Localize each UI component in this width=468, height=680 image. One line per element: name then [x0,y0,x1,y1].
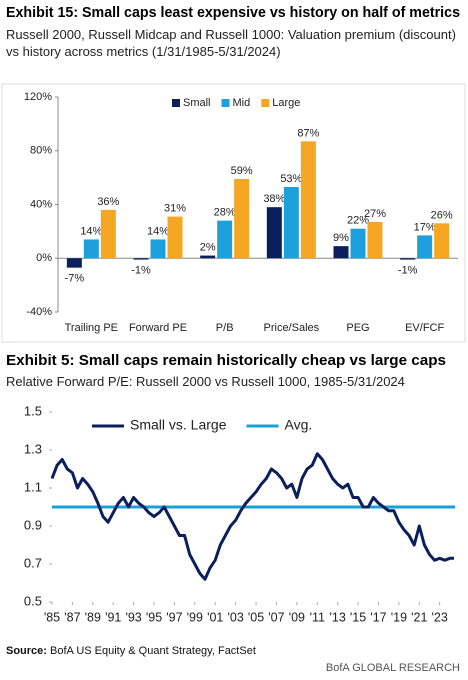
x-tick-label: '11 [310,610,325,624]
y-tick-label: 120% [24,91,52,103]
data-label: 26% [431,209,453,221]
bar [217,220,233,259]
data-label: 27% [364,208,386,220]
x-tick-label: EV/FCF [405,322,444,334]
data-label: -7% [65,273,85,285]
legend-swatch [221,99,230,107]
x-tick-label: PEG [346,322,369,334]
x-tick-label: '01 [207,610,223,624]
brand: BofA GLOBAL RESEARCH [325,662,460,674]
bar [66,258,82,268]
bar [350,228,366,259]
x-tick-label: '97 [166,610,182,624]
y-tick-label: 0.5 [24,593,42,608]
x-tick-label: '09 [289,610,305,624]
data-label: 87% [297,127,319,139]
y-tick-label: 1.5 [24,403,42,418]
data-label: 17% [414,221,436,233]
x-tick-label: Price/Sales [264,322,320,334]
y-tick-label: 1.1 [24,479,42,494]
y-tick-label: 0.7 [24,555,42,570]
bar [417,235,433,259]
bar [100,209,116,259]
legend-label: Large [272,97,300,109]
data-label: 22% [347,215,369,227]
chart: 0.5 0.7 0.9 1.1 1.3 1.5 '85 '87 '89 '91 '93 '95 '97 '… [24,403,455,624]
y-tick-label: -40% [26,306,52,318]
x-tick-label: '95 [146,610,162,624]
chart-title: Exhibit 15: Small caps least expensive v… [6,4,460,21]
x-tick-label: '05 [248,610,264,624]
source-text: BofA US Equity & Quant Strategy, FactSet [50,645,256,657]
y-tick-label: 1.3 [24,441,42,456]
x-tick-label: '85 [44,610,60,624]
legend-swatch [172,99,180,107]
legend-label: Small [183,97,211,109]
data-label: -1% [398,265,418,277]
x-tick-label: '13 [330,610,346,624]
data-label: 53% [280,173,302,185]
x-tick-label: '87 [64,610,80,624]
x-tick-label: '19 [391,610,407,624]
bar [400,258,416,260]
data-label: 59% [231,165,253,177]
title-bar: Exhibit 15: Small caps least expensive v… [6,4,460,21]
bar [283,187,299,259]
line-series [50,452,454,581]
y-tick-label: 80% [30,145,52,157]
bar [434,223,450,259]
x-tick-label: '07 [268,610,284,624]
x-tick-label: '17 [370,610,386,624]
data-label: 14% [80,225,102,237]
data-label: -1% [131,265,151,277]
data-label: 31% [164,203,186,215]
data-label: 2% [200,242,216,254]
data-label: 38% [263,193,285,205]
bar [133,258,149,260]
chart-subtitle: Relative Forward P/E: Russell 2000 vs Ru… [6,374,405,389]
y-tick-label: 0.9 [24,517,42,532]
x-tick-label: '91 [105,610,121,624]
chart-title: Exhibit 5: Small caps remain historicall… [6,352,446,369]
legend-label: Mid [233,97,251,109]
data-label: 9% [333,232,349,244]
x-tick-label: Forward PE [129,322,187,334]
x-tick-label: '99 [187,610,203,624]
bar [150,239,166,259]
bar [234,178,250,259]
bar [266,207,282,259]
legend-swatch [261,99,270,107]
x-tick-label: '03 [227,610,243,624]
data-label: 14% [147,225,169,237]
data-label: 36% [97,196,119,208]
bar [167,216,183,259]
source-label: Source: [6,645,47,657]
y-tick-label: 0% [36,252,52,264]
x-tick-label: '21 [411,610,427,624]
chart-frame [1,83,466,343]
source: Source: BofA US Equity & Quant Strategy,… [6,645,256,657]
bar [83,239,99,259]
chart: -40% 0% 40% 80% 120% Trailing PE -7% 14% 36% Forw… [1,83,466,343]
x-tick-label: '15 [350,610,366,624]
bar [333,246,349,259]
data-label: 28% [214,207,236,219]
y-tick-label: 40% [30,198,52,210]
bar [367,221,383,259]
bar [200,255,216,259]
x-tick-label: '93 [125,610,141,624]
x-tick-label: P/B [216,322,234,334]
x-tick-label: '23 [432,610,448,624]
x-tick-label: '89 [85,610,101,624]
title-bar: Exhibit 5: Small caps remain historicall… [6,352,446,369]
x-tick-label: Trailing PE [65,322,118,334]
bar [300,141,316,259]
chart-subtitle: Russell 2000, Russell Midcap and Russell… [6,27,456,59]
legend-label: Small vs. Large [130,417,227,433]
legend-label: Avg. [284,417,312,433]
